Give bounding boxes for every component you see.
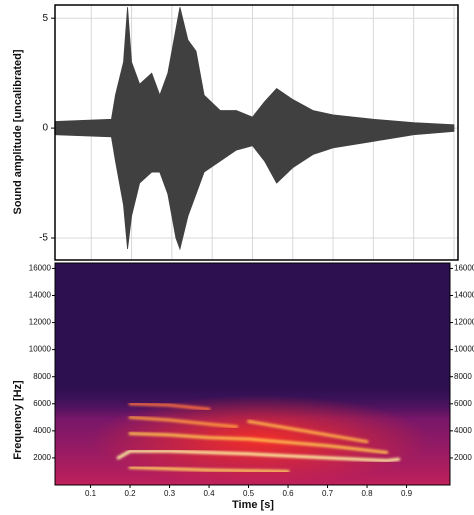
y-tick-label: 10000 <box>454 345 474 354</box>
y-axis-label: Frequency [Hz] <box>12 380 24 460</box>
waveform-frame <box>54 4 459 261</box>
x-tick-label: 0.7 <box>322 489 334 498</box>
x-tick-label: 0.8 <box>361 489 373 498</box>
y-tick-label: 2000 <box>33 453 51 462</box>
y-tick-label: 2000 <box>454 453 472 462</box>
y-tick-label: 6000 <box>33 399 51 408</box>
x-tick-label: 0.5 <box>243 489 255 498</box>
harmonic-track <box>128 465 290 473</box>
y-tick-label: 12000 <box>454 318 474 327</box>
x-tick-label: 0.6 <box>282 489 294 498</box>
y-tick-label: -5 <box>39 233 48 244</box>
x-axis-label: Time [s] <box>232 499 274 511</box>
spectrogram-chart: 2000 2000 4000 4000 6000 6000 8000 8000 10000 100… <box>29 262 474 498</box>
waveform-envelope <box>54 127 455 251</box>
harmonic-track <box>116 449 401 463</box>
waveform-chart: -5 0 5 <box>39 5 458 260</box>
spectrogram-frame <box>54 262 451 486</box>
y-tick-label: 16000 <box>29 264 52 273</box>
harmonic-track <box>128 432 389 455</box>
y-tick-label: 12000 <box>29 318 52 327</box>
y-tick-label: 10000 <box>29 345 52 354</box>
x-tick-label: 0.2 <box>124 489 136 498</box>
y-tick-label: 5 <box>42 13 48 24</box>
y-tick-label: 14000 <box>454 291 474 300</box>
y-tick-label: 16000 <box>454 264 474 273</box>
y-axis-label: Sound amplitude [uncalibrated] <box>12 49 24 214</box>
y-tick-label: 8000 <box>33 372 51 381</box>
harmonic-track <box>247 419 369 444</box>
x-tick-label: 0.9 <box>401 489 413 498</box>
y-tick-label: 4000 <box>454 426 472 435</box>
y-tick-label: 6000 <box>454 399 472 408</box>
y-tick-label: 0 <box>42 123 48 134</box>
harmonic-track <box>128 415 239 429</box>
harmonic-track <box>128 402 211 411</box>
y-tick-label: 8000 <box>454 372 472 381</box>
x-tick-label: 0.4 <box>203 489 215 498</box>
y-tick-label: 4000 <box>33 426 51 435</box>
x-tick-label: 0.1 <box>85 489 97 498</box>
y-tick-label: 14000 <box>29 291 52 300</box>
x-tick-label: 0.3 <box>164 489 176 498</box>
waveform-envelope <box>54 7 455 129</box>
